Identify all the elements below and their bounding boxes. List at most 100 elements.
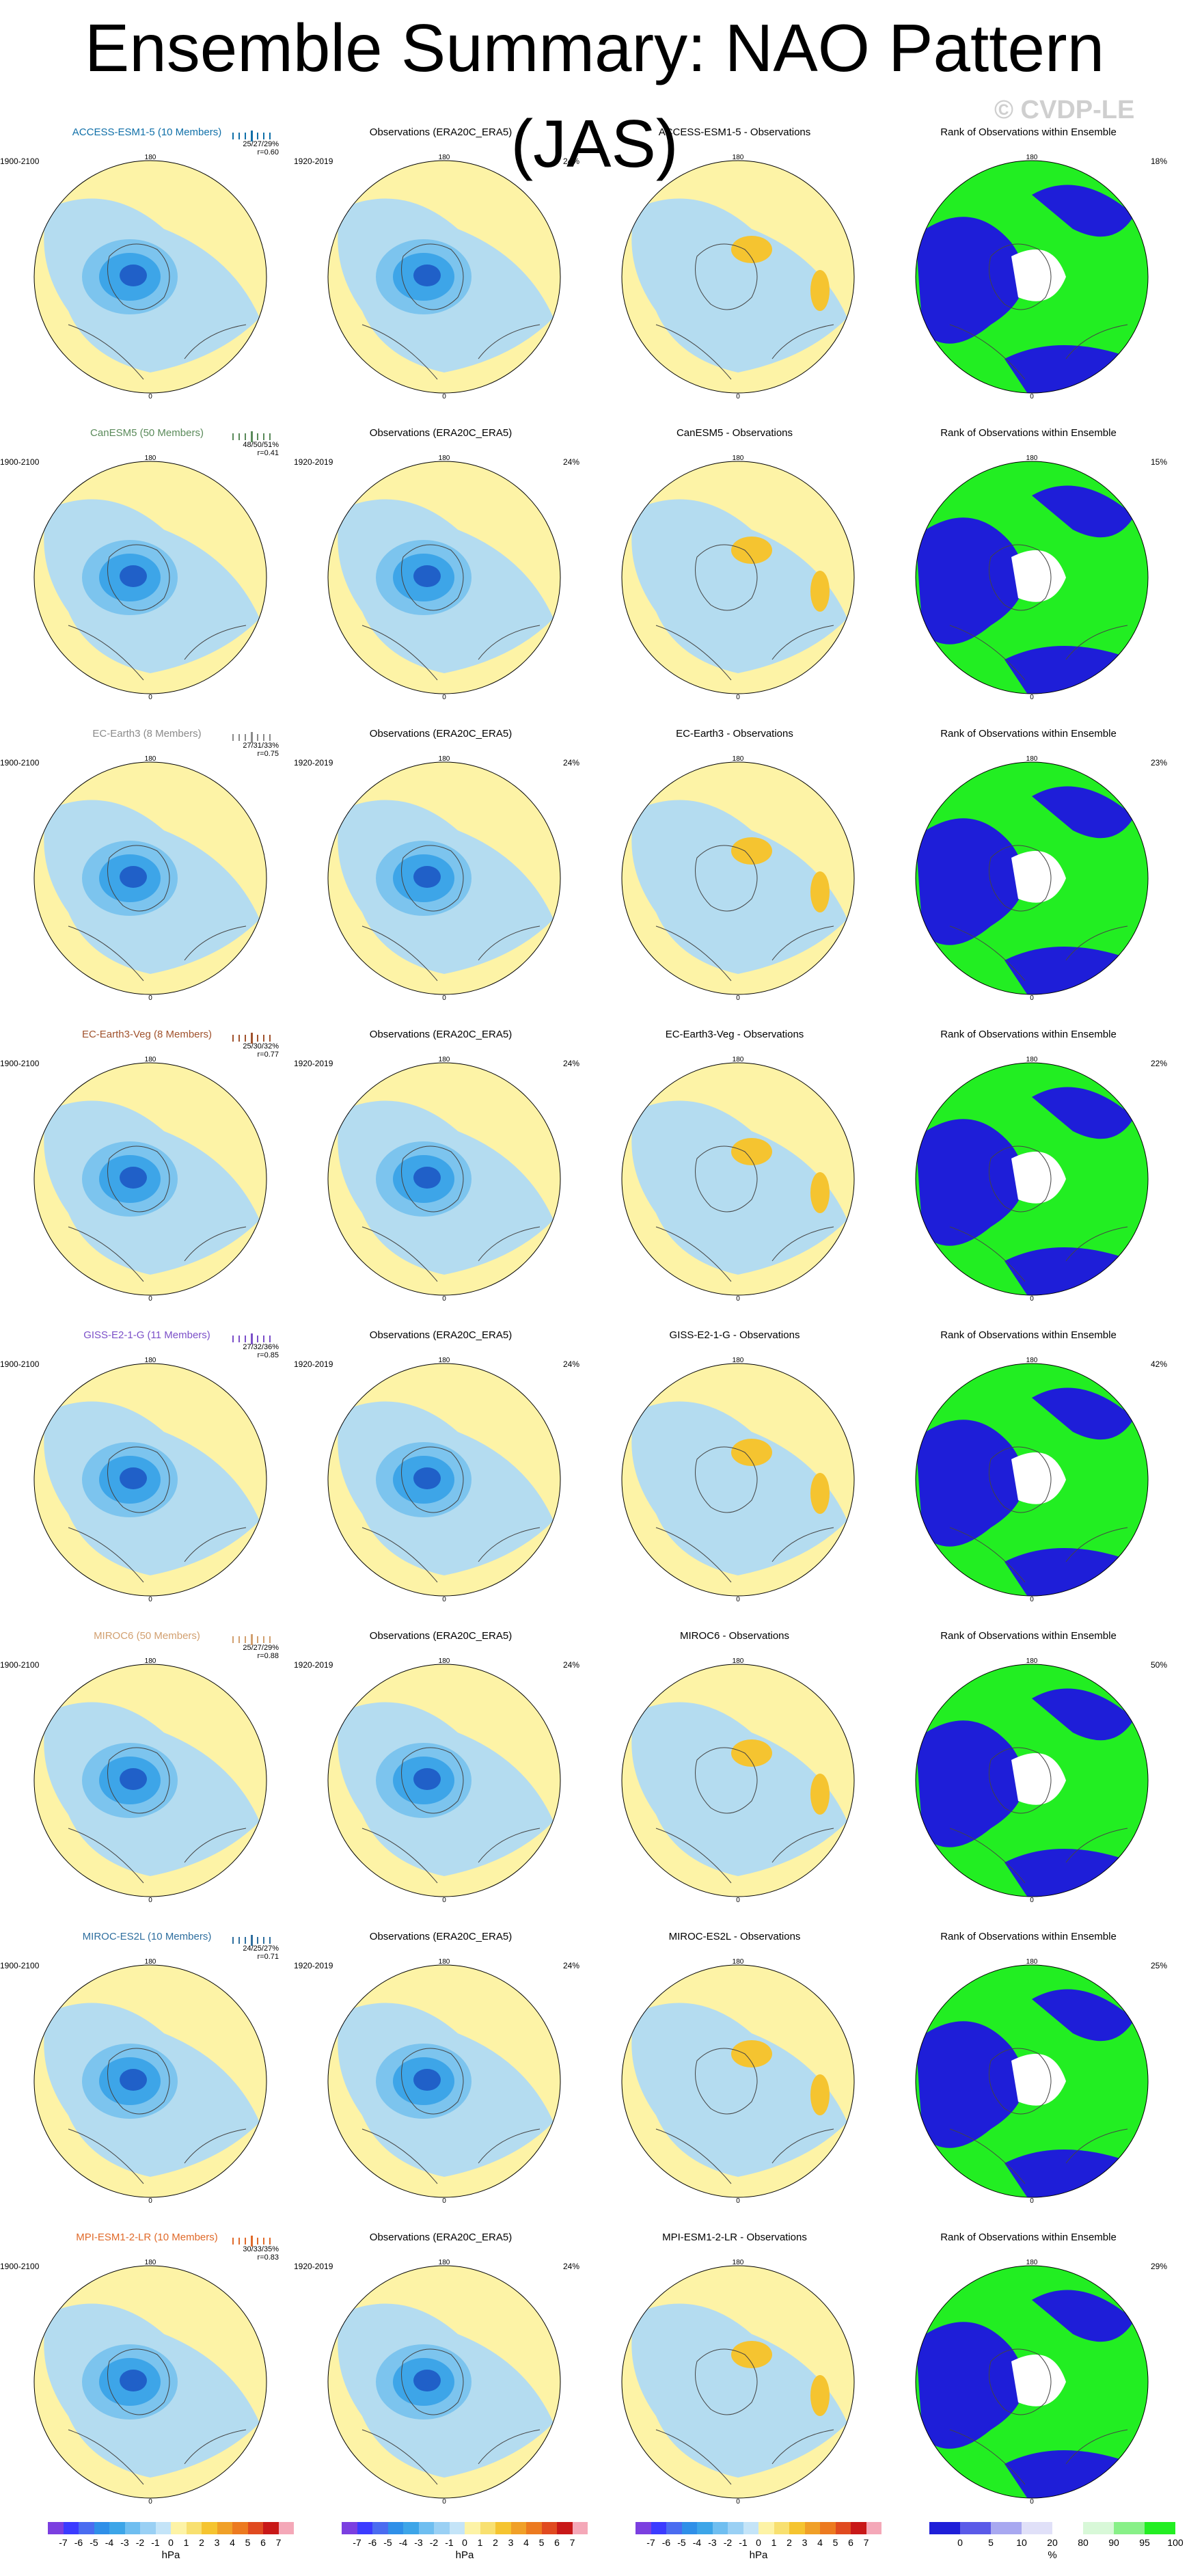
model-title: EC-Earth3-Veg (8 Members)	[81, 1029, 213, 1040]
rank-title: Rank of Observations within Ensemble	[940, 1029, 1117, 1040]
coastline	[68, 1828, 247, 1884]
model-stats: 27/31/33% r=0.75	[204, 742, 279, 758]
colorbar-tick-label: -3	[708, 2537, 717, 2548]
lon-label: 0	[736, 1295, 740, 1302]
pattern-correlation: r=0.41	[257, 449, 279, 457]
coastline	[361, 2128, 541, 2184]
colorbar-tick-label: 6	[554, 2537, 560, 2548]
colorbar-tick-label: 2	[199, 2537, 204, 2548]
colorbar-swatch	[651, 2522, 666, 2534]
colorbar-swatch	[743, 2522, 758, 2534]
coastline	[655, 1226, 834, 1282]
coastline	[989, 2048, 1052, 2115]
coastline	[655, 1828, 834, 1884]
colorbar-swatch	[666, 2522, 682, 2534]
model-panel: ACCESS-ESM1-5 (10 Members) 1900-2100 25/27…	[0, 126, 294, 427]
negative-region	[631, 499, 847, 673]
rank-title: Rank of Observations within Ensemble	[940, 728, 1117, 740]
member-tick	[269, 734, 271, 741]
coastline	[401, 1145, 464, 1212]
member-tick	[232, 1937, 234, 1944]
map-border	[621, 461, 855, 694]
coastline	[949, 925, 1128, 981]
pattern-correlation: r=0.83	[257, 2253, 279, 2262]
colorbar-swatch	[960, 2522, 991, 2534]
colorbar-tick-label: 20	[1047, 2537, 1058, 2548]
colorbar-swatch	[109, 2522, 125, 2534]
lon-label: 0	[442, 994, 446, 1001]
colorbar-unit: %	[1048, 2549, 1057, 2561]
rank-low-region	[1004, 2450, 1134, 2498]
member-tick	[269, 1636, 271, 1643]
member-tick	[257, 734, 258, 741]
lon-label: 180	[1026, 1958, 1038, 1966]
pct-variance: 27/31/33%	[243, 742, 279, 750]
map-border	[621, 1363, 855, 1597]
positive-contour	[810, 1774, 830, 1815]
colorbar-swatch	[557, 2522, 573, 2534]
obs-panel: Observations (ERA20C_ERA5) 1920-2019 24% 18…	[294, 427, 588, 728]
diff-panel: MPI-ESM1-2-LR - Observations 180 0	[588, 2232, 882, 2532]
colorbar-tick-label: -5	[383, 2537, 392, 2548]
model-panel: MIROC6 (50 Members) 1900-2100 25/27/29% r=0…	[0, 1630, 294, 1931]
obs-title: Observations (ERA20C_ERA5)	[369, 1630, 512, 1642]
member-tick	[245, 734, 246, 741]
diff-panel: ACCESS-ESM1-5 - Observations 180 0	[588, 126, 882, 427]
member-tick	[263, 1937, 264, 1944]
rank-low-region	[916, 1420, 1025, 1547]
pattern-correlation: r=0.60	[257, 148, 279, 157]
model-panel: CanESM5 (50 Members) 1900-2100 48/50/51% r=…	[0, 427, 294, 728]
coastline	[695, 1446, 758, 1513]
rank-low-region	[916, 818, 1025, 945]
obs-panel: Observations (ERA20C_ERA5) 1920-2019 24% 18…	[294, 2232, 588, 2532]
colorbar-tick-label: 80	[1078, 2537, 1089, 2548]
obs-years: 1920-2019	[294, 758, 333, 768]
colorbar-swatch	[789, 2522, 805, 2534]
member-tick	[238, 1035, 240, 1042]
colorbar-tick-label: -5	[677, 2537, 686, 2548]
coastline	[989, 1145, 1052, 1212]
colorbar-swatch	[820, 2522, 836, 2534]
rank-low-region	[916, 517, 1025, 645]
rank-low-region	[916, 217, 1025, 344]
positive-contour	[810, 2375, 830, 2416]
member-tick	[257, 1035, 258, 1042]
colorbar-swatch	[851, 2522, 866, 2534]
lon-label: 180	[439, 455, 450, 462]
rank-mid-region	[1011, 1753, 1066, 1805]
colorbar-tick-label: 0	[462, 2537, 467, 2548]
coastline	[949, 2429, 1128, 2485]
colorbar-swatch	[278, 2522, 294, 2534]
colorbar-ticks: -7 -6 -5 -4 -3 -2 -1 0 1 2 3 4 5 6 7	[48, 2537, 294, 2551]
pct-variance: 48/50/51%	[243, 441, 279, 449]
colorbar-swatch	[541, 2522, 557, 2534]
negative-contour-4	[413, 2069, 441, 2091]
member-ticks	[232, 1333, 280, 1344]
rank-mid-region	[1011, 2355, 1066, 2406]
diff-panel: CanESM5 - Observations 180 0	[588, 427, 882, 728]
map-border	[915, 761, 1149, 995]
lon-label: 180	[1026, 2259, 1038, 2266]
obs-pct: 24%	[562, 2262, 579, 2271]
hpa-colorbar-model: -7 -6 -5 -4 -3 -2 -1 0 1 2 3 4 5 6 7 hPa	[48, 2522, 294, 2570]
obs-years: 1920-2019	[294, 2262, 333, 2271]
member-tick	[245, 1636, 246, 1643]
panel-grid: ACCESS-ESM1-5 (10 Members) 1900-2100 25/27…	[0, 126, 1189, 2532]
obs-map-container: 180 0	[321, 1958, 567, 2205]
colorbar-tick-label: -3	[414, 2537, 423, 2548]
coastline	[655, 2429, 834, 2485]
obs-pct: 24%	[562, 157, 579, 166]
rank-pct: 25%	[1150, 1961, 1167, 1970]
coastline	[107, 2348, 170, 2415]
diff-title: MIROC-ES2L - Observations	[668, 1931, 801, 1942]
member-tick	[245, 2238, 246, 2245]
rank-map-container: 180 0	[909, 755, 1155, 1002]
negative-region	[631, 198, 847, 372]
